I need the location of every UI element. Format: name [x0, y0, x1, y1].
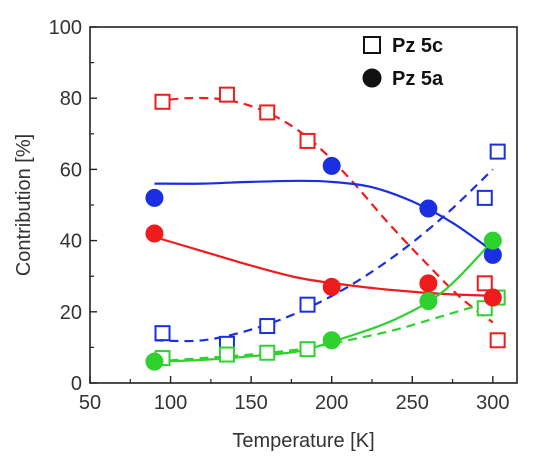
series-3-point: [145, 188, 164, 207]
series-1-point: [154, 325, 171, 342]
series-1-point: [299, 296, 316, 313]
series-4-point: [483, 288, 502, 307]
legend-label: Pz 5a: [392, 68, 444, 90]
x-tick-label: 50: [79, 392, 101, 414]
series-5-point: [483, 231, 502, 250]
legend-label: Pz 5c: [392, 35, 443, 57]
series-1-point: [489, 143, 506, 160]
curves-layer: [154, 96, 494, 363]
series-3-point: [419, 199, 438, 218]
series-2-point: [218, 346, 235, 363]
series-0-point: [299, 132, 316, 149]
series-4-point: [419, 274, 438, 293]
legend: Pz 5c Pz 5a: [362, 35, 444, 90]
x-tick-label: 250: [396, 392, 429, 414]
series-0-point: [259, 104, 276, 121]
series-0-point: [154, 93, 171, 110]
y-tick-label: 40: [60, 231, 82, 253]
series-4-point: [322, 277, 341, 296]
x-tick-label: 200: [315, 392, 348, 414]
y-tick-label: 0: [71, 373, 82, 395]
series-3-point: [322, 156, 341, 175]
series-2-point: [259, 344, 276, 361]
series-2-point: [299, 341, 316, 358]
series-5-point: [322, 331, 341, 350]
series-1-curve: [154, 168, 494, 343]
y-tick-label: 100: [49, 17, 82, 39]
y-tick-label: 80: [60, 88, 82, 110]
x-tick-label: 100: [154, 392, 187, 414]
axes-layer: 50 100 150 200 250 300 0 20 40 60 80 100 Temperature…: [13, 17, 518, 452]
y-tick-label: 20: [60, 302, 82, 324]
series-4-point: [145, 224, 164, 243]
series-0-point: [489, 332, 506, 349]
y-tick-label: 60: [60, 159, 82, 181]
markers-layer: [145, 86, 506, 371]
legend-filled-circle-marker: [362, 68, 382, 88]
y-axis-title: Contribution [%]: [13, 134, 35, 276]
x-tick-label: 150: [234, 392, 267, 414]
series-1-point: [259, 318, 276, 335]
series-3-curve: [154, 179, 494, 253]
series-5-point: [145, 352, 164, 371]
series-0-curve: [154, 96, 494, 324]
x-tick-label: 300: [476, 392, 509, 414]
series-0-point: [218, 86, 235, 103]
legend-open-square-marker: [363, 36, 381, 54]
series-5-point: [419, 292, 438, 311]
series-0-point: [476, 275, 493, 292]
series-1-point: [476, 189, 493, 206]
x-axis-title: Temperature [K]: [232, 430, 374, 452]
